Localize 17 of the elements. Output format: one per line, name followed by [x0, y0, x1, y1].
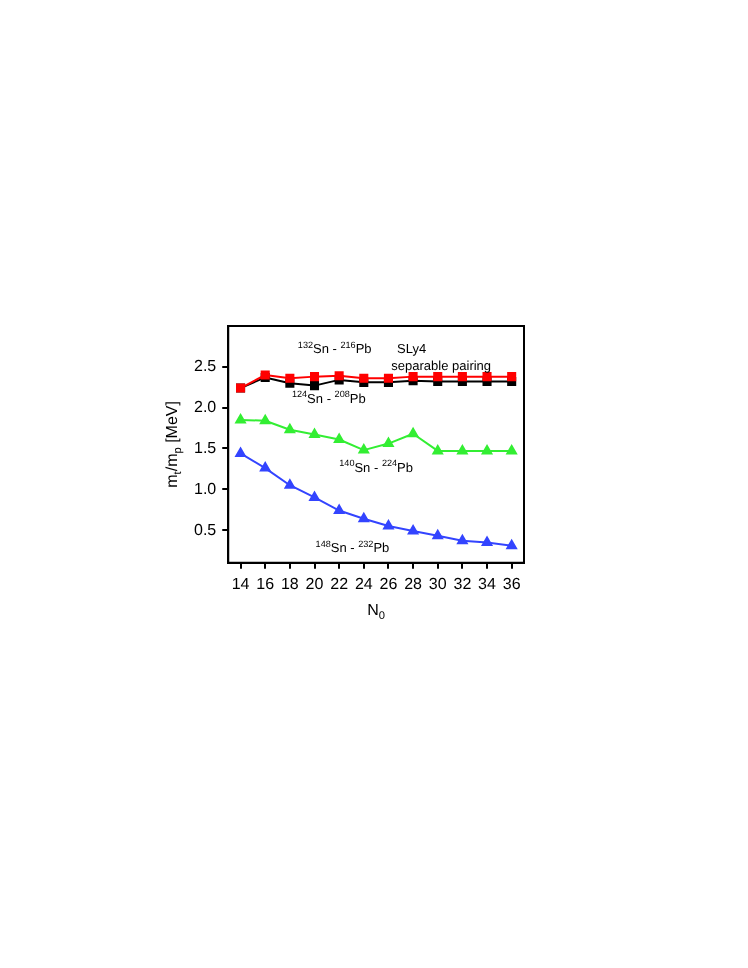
y-tick-label: 2.5 [193, 357, 218, 376]
x-tick-label: 14 [231, 574, 251, 593]
x-tick-label: 36 [502, 574, 522, 593]
x-tick-label: 20 [305, 574, 325, 593]
x-tick-label: 26 [379, 574, 399, 593]
x-tick-label: 16 [256, 574, 276, 593]
x-tick-label: 28 [404, 574, 424, 593]
x-tick-label: 18 [280, 574, 300, 593]
x-tick-label: 24 [354, 574, 374, 593]
x-tick-label: 30 [428, 574, 448, 593]
x-tick-label: 34 [478, 574, 498, 593]
x-tick-label: 32 [453, 574, 473, 593]
y-tick-label: 1.0 [193, 479, 218, 498]
y-tick-label: 1.5 [193, 438, 218, 457]
x-tick-label: 22 [330, 574, 350, 593]
y-tick-label: 2.0 [193, 398, 218, 417]
y-tick-label: 0.5 [193, 520, 218, 539]
